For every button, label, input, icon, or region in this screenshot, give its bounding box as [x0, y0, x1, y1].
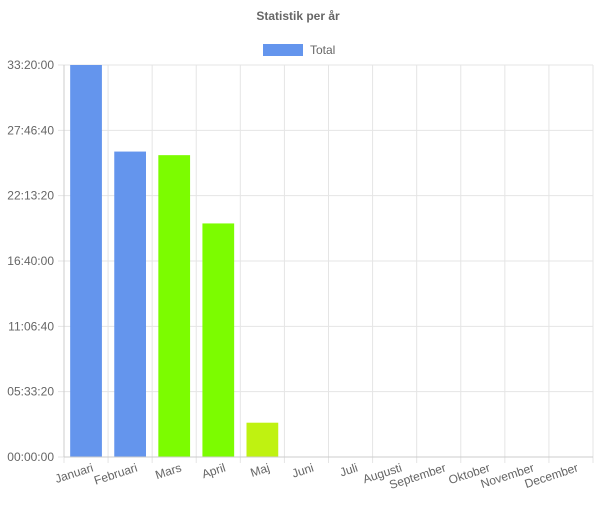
y-tick-label: 33:20:00 — [7, 58, 54, 72]
chart-title: Statistik per år — [256, 9, 340, 23]
bar-februari[interactable] — [114, 151, 146, 458]
grid-lines — [58, 64, 594, 463]
x-tick-label: Juli — [338, 461, 359, 480]
y-tick-label: 16:40:00 — [7, 254, 54, 268]
bar-mars[interactable] — [158, 155, 191, 457]
x-tick-label: Maj — [249, 461, 272, 480]
y-tick-label: 00:00:00 — [7, 450, 54, 464]
y-axis-ticks: 00:00:00 05:33:20 11:06:40 16:40:00 22:13:20… — [7, 58, 54, 464]
x-tick-label: Januari — [53, 461, 95, 486]
bar-januari[interactable] — [70, 65, 102, 457]
bars — [70, 65, 279, 458]
x-tick-label: April — [200, 461, 227, 482]
y-tick-label: 05:33:20 — [7, 385, 54, 399]
y-tick-label: 11:06:40 — [8, 319, 54, 333]
x-tick-label: Mars — [153, 461, 183, 483]
axes — [63, 65, 593, 458]
y-tick-label: 27:46:40 — [7, 123, 54, 137]
legend-swatch-total[interactable] — [263, 44, 303, 56]
bar-april[interactable] — [202, 223, 235, 457]
legend-label-total[interactable]: Total — [310, 43, 335, 57]
legend[interactable]: Total — [263, 43, 335, 57]
x-tick-label: Juni — [290, 461, 315, 481]
y-tick-label: 22:13:20 — [7, 189, 54, 203]
bar-maj[interactable] — [246, 422, 279, 457]
x-tick-label: Februari — [92, 461, 139, 488]
